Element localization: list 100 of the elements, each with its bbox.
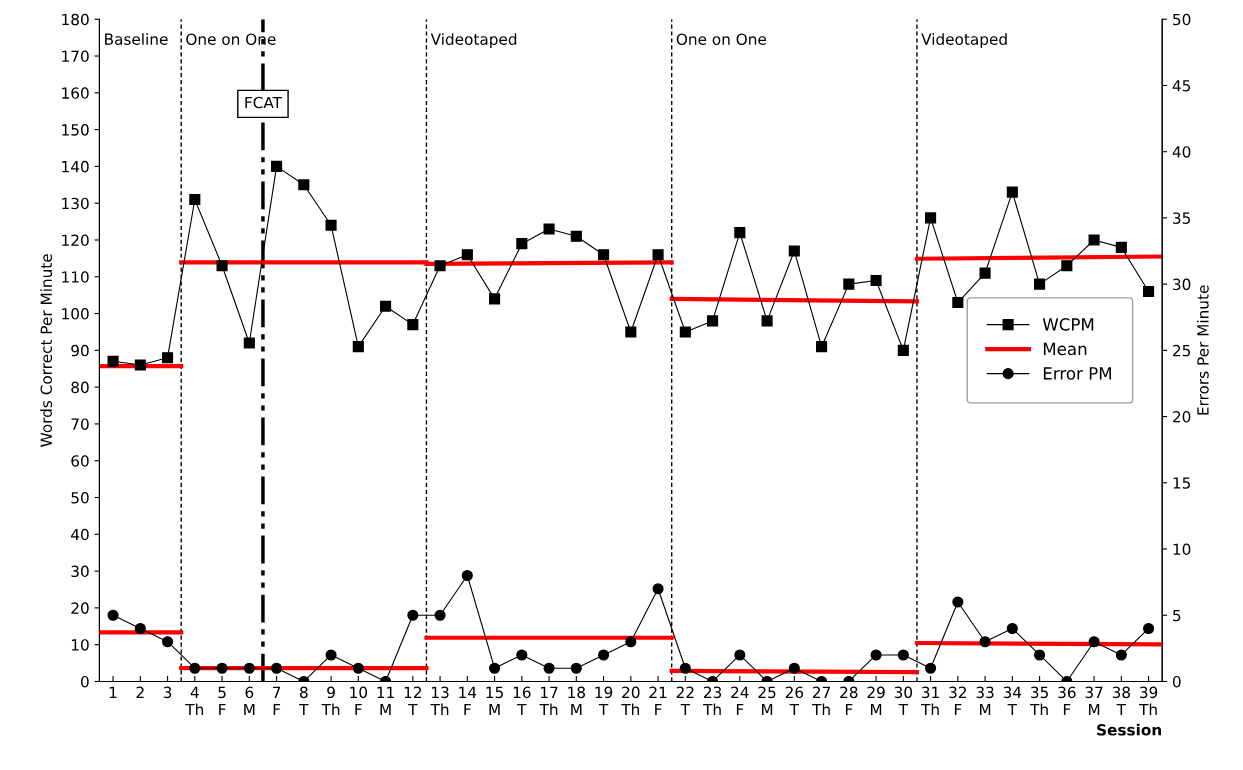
point [598,249,610,261]
y2-tick-label: 25 [1173,344,1191,357]
point [107,355,119,367]
x-tick-label: 16 T [513,686,531,716]
point [897,344,909,356]
point [352,662,364,674]
x-tick-label: 30 T [894,686,913,716]
point [570,230,582,242]
point [1143,622,1155,635]
point [461,569,473,582]
y2-axis-title: Errors Per Minute [1196,285,1209,415]
x-tick-label: 10 F [350,686,368,716]
point [107,609,119,621]
x-axis-title: Session [1097,723,1162,736]
x-tick-label: 2 [136,686,144,698]
x-tick-label: 22 T [676,686,694,716]
point [162,352,174,364]
point [434,260,446,272]
x-tick-label: 34 T [1003,686,1022,716]
x-tick-label: 28 F [840,686,858,716]
y-tick-label: 40 [71,528,89,541]
point [925,212,937,224]
point [352,341,364,353]
point [925,662,937,674]
x-tick-label: 3 [163,686,172,699]
legend-label: Mean [1043,342,1087,356]
x-tick-label: 19 T [595,686,613,716]
x-tick-label: 18 M [568,686,585,716]
x-tick-label: 8 T [299,686,309,716]
point [1006,186,1018,198]
x-tick-label: 15 M [486,686,503,716]
x-tick-label: 27 Th [812,686,830,716]
point [243,662,255,674]
y2-tick-label: 40 [1172,146,1191,158]
point [652,583,664,595]
point [625,636,637,648]
point [489,662,501,674]
point [652,249,664,261]
annotation: Videotaped [921,33,1007,48]
x-tick-label: 38 T [1112,686,1130,716]
point [1143,285,1155,298]
point [189,662,201,674]
legend-label: WCPM [1042,318,1094,331]
x-tick-label: 7 F [272,686,281,716]
point [1088,636,1100,648]
x-tick-label: 21 F [649,686,667,716]
x-tick-label: 39 Th [1139,686,1158,716]
y-tick-label: 60 [71,455,89,467]
x-tick-label: 23 Th [703,686,722,716]
x-tick-label: 14 F [459,686,477,716]
point [407,319,419,331]
point [1006,622,1018,635]
y-tick-label: 50 [71,491,89,504]
point [243,337,255,349]
y-tick-label: 20 [71,602,89,614]
point [134,622,146,635]
y2-tick-label: 0 [1172,675,1181,688]
point [461,249,473,261]
point [734,227,746,239]
y2-tick-label: 15 [1173,477,1191,489]
y2-tick-label: 5 [1173,609,1181,622]
x-tick-label: 25 M [758,686,776,716]
y2-tick-label: 30 [1173,278,1191,291]
point [271,662,283,674]
point [1115,649,1127,661]
ref-line-label: FCAT [245,96,283,109]
y-tick-label: 70 [71,418,89,430]
x-tick-label: 20 Th [621,686,640,716]
x-tick-label: 31 Th [921,686,939,716]
annotation: Videotaped [430,33,517,48]
point [870,274,882,287]
y-tick-label: 170 [62,50,89,63]
annotation: Baseline [105,33,168,45]
y-tick-label: 100 [62,308,89,320]
y2-tick-label: 45 [1172,80,1191,92]
point [625,326,637,338]
x-tick-label: 29 M [867,686,885,716]
point [1034,278,1046,290]
x-tick-label: 13 Th [430,686,449,716]
point [952,596,964,608]
point [516,649,528,661]
point [216,662,228,674]
x-tick-label: 24 F [731,686,749,716]
point [897,649,909,661]
point [134,359,146,371]
legend-label: Error PM [1043,367,1111,380]
point [325,219,337,231]
point [788,662,800,674]
point [679,662,691,674]
point [679,326,691,338]
point [734,649,746,661]
x-tick-label: 26 T [785,686,804,716]
point [407,609,419,621]
y2-tick-label: 35 [1173,212,1191,224]
y-tick-label: 10 [71,639,89,651]
x-tick-label: 11 M [377,686,394,716]
y-tick-label: 0 [81,675,89,688]
x-tick-label: 35 Th [1030,686,1048,716]
x-tick-label: 12 T [404,686,422,716]
y-tick-label: 140 [62,160,89,173]
